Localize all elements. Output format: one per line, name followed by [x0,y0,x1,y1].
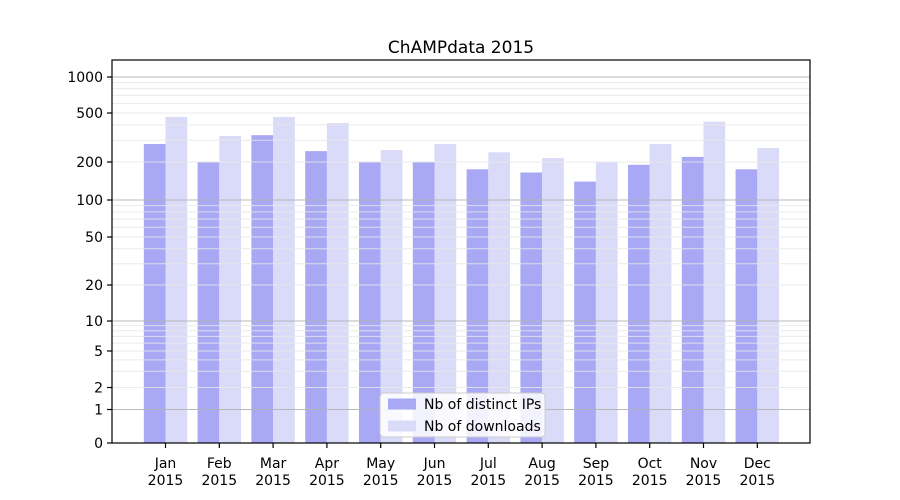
x-tick-label-year-may: 2015 [363,473,399,489]
legend-label-distinct-ips: Nb of distinct IPs [424,397,541,413]
plot-spines [111,59,811,444]
bar-mar-series1 [273,116,295,444]
bar-may-series1 [380,150,403,443]
legend-box [379,392,546,438]
x-tick-label-year-jul: 2015 [470,473,506,489]
bar-apr-series0 [305,151,327,443]
x-tick-label-month-jul: Jul [479,456,497,472]
y-axis-ticks: 0 1 2 5 10 20 50 100 200 500 1000 [67,70,112,452]
legend-swatch-downloads [388,420,416,432]
x-tick-label-month-dec: Dec [744,456,771,472]
y-tick-label-500: 500 [76,106,103,122]
bar-jan-series1 [165,116,188,444]
bar-nov-series1 [703,121,726,443]
x-tick-label-year-jun: 2015 [417,473,453,489]
x-tick-label-month-mar: Mar [260,456,287,472]
bar-jul-series0 [466,169,489,444]
x-tick-label-month-may: May [366,456,395,472]
y-tick-label-1: 1 [94,403,103,419]
bar-jun-series0 [412,162,435,443]
bar-aug-series0 [520,172,543,443]
x-tick-label-month-feb: Feb [207,456,232,472]
legend-label-downloads: Nb of downloads [424,419,541,435]
x-tick-label-month-apr: Apr [315,456,339,472]
y-tick-label-20: 20 [85,278,103,294]
legend-swatch-distinct-ips [388,398,416,410]
y-tick-label-50: 50 [85,230,103,246]
y-tick-label-10: 10 [85,314,103,330]
bars-layer [143,116,779,444]
x-tick-label-month-sep: Sep [583,456,610,472]
x-tick-label-year-oct: 2015 [632,473,668,489]
x-tick-label-year-dec: 2015 [739,473,775,489]
bar-may-series0 [359,162,381,443]
bar-oct-series0 [628,164,650,444]
y-tick-label-0: 0 [94,436,103,452]
x-tick-label-year-jan: 2015 [148,473,184,489]
y-tick-label-200: 200 [76,155,103,171]
bar-sep-series1 [595,162,618,443]
plot-border [111,59,811,444]
y-tick-label-1000: 1000 [67,70,103,86]
x-tick-label-year-sep: 2015 [578,473,614,489]
x-tick-label-month-aug: Aug [528,456,555,472]
grid-layer [112,76,810,410]
bar-apr-series1 [326,123,349,443]
bar-feb-series1 [219,136,241,443]
x-tick-label-month-jan: Jan [154,456,177,472]
x-tick-label-month-nov: Nov [690,456,717,472]
chart-title: ChAMPdata 2015 [388,38,534,58]
bar-dec-series1 [757,148,779,443]
x-tick-label-month-jun: Jun [423,456,446,472]
bar-jan-series0 [143,144,166,443]
bar-dec-series0 [735,169,758,444]
x-tick-label-year-nov: 2015 [686,473,722,489]
x-tick-label-year-mar: 2015 [255,473,291,489]
x-tick-label-year-apr: 2015 [309,473,345,489]
x-tick-label-year-aug: 2015 [524,473,560,489]
x-tick-label-month-oct: Oct [638,456,663,472]
bar-mar-series0 [251,135,274,443]
y-tick-label-2: 2 [94,381,103,397]
bar-feb-series0 [197,162,220,443]
legend: Nb of distinct IPs Nb of downloads [379,392,546,438]
x-axis-ticks: Jan2015Feb2015Mar2015Apr2015May2015Jun20… [148,443,775,489]
x-tick-label-year-feb: 2015 [201,473,237,489]
y-tick-label-5: 5 [94,344,103,360]
bar-oct-series1 [649,144,672,443]
bar-jul-series1 [488,152,510,444]
bar-sep-series0 [574,181,596,443]
y-tick-label-100: 100 [76,193,103,209]
